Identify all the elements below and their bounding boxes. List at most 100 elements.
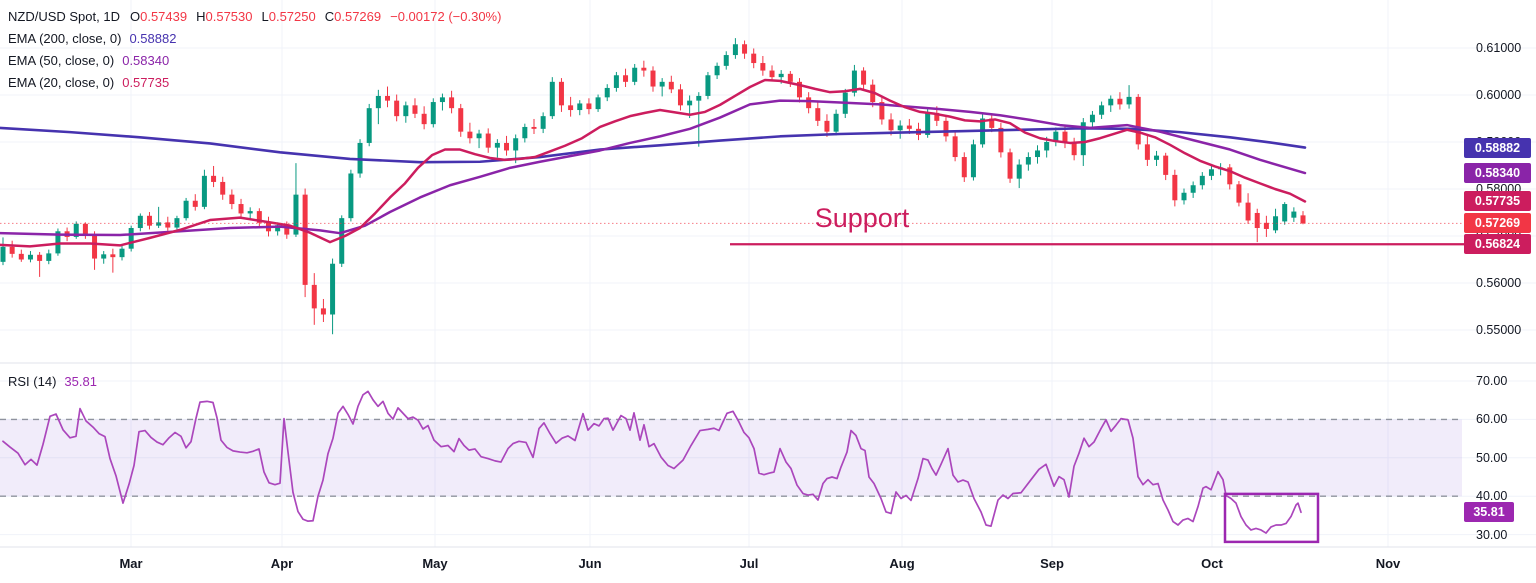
candle-body xyxy=(82,223,88,236)
support-annotation[interactable]: Support xyxy=(814,203,910,233)
candle-body xyxy=(1117,98,1123,105)
candle-body xyxy=(320,308,326,315)
ema50-value: 0.58340 xyxy=(122,53,170,68)
candle-body xyxy=(0,246,6,262)
candle-body xyxy=(156,222,162,226)
candle-body xyxy=(37,254,43,261)
candle-body xyxy=(1291,211,1297,218)
candle-body xyxy=(330,263,336,315)
candle-body xyxy=(851,70,857,93)
candle-body xyxy=(897,125,903,131)
candle-body xyxy=(1071,142,1077,156)
candle-body xyxy=(796,81,802,98)
time-axis[interactable] xyxy=(0,547,1536,583)
candle-body xyxy=(1108,98,1114,106)
candle-body xyxy=(1208,169,1214,176)
candle-body xyxy=(128,228,134,249)
low-prefix: L xyxy=(261,9,269,24)
price-axis-badge: 0.57735 xyxy=(1464,191,1531,212)
candle-body xyxy=(549,81,555,117)
candle-body xyxy=(943,120,949,137)
candle-body xyxy=(1126,96,1132,105)
rsi-highlight-box[interactable] xyxy=(1223,492,1320,544)
candle-body xyxy=(430,102,436,125)
candle-body xyxy=(403,105,409,117)
ema50-label: EMA (50, close, 0) xyxy=(8,53,115,68)
candle-body xyxy=(183,200,189,219)
ema20-legend-row[interactable]: EMA (20, close, 0) 0.57735 xyxy=(8,72,501,94)
rsi-legend-row[interactable]: RSI (14) 35.81 xyxy=(8,374,97,389)
rsi-line[interactable] xyxy=(2,390,1302,534)
close-value: 0.57269 xyxy=(334,9,382,24)
candle-body xyxy=(302,194,308,285)
month-label: Jun xyxy=(578,556,602,571)
month-label: Sep xyxy=(1040,556,1064,571)
candle-body xyxy=(137,215,143,229)
rsi-tick-label: 70.00 xyxy=(1476,374,1508,388)
candle-body xyxy=(211,175,217,182)
candle-body xyxy=(238,204,244,214)
high-value: 0.57530 xyxy=(205,9,253,24)
ema200-legend-row[interactable]: EMA (200, close, 0) 0.58882 xyxy=(8,28,501,50)
candle-body xyxy=(787,73,793,82)
candle-body xyxy=(1273,216,1279,231)
candle-body xyxy=(485,133,491,148)
candle-body xyxy=(1044,142,1050,151)
symbol-legend-row[interactable]: NZD/USD Spot, 1D O 0.57439 H 0.57530 L 0… xyxy=(8,6,501,28)
candle-body xyxy=(247,211,253,214)
candle-body xyxy=(504,142,510,151)
candle-body xyxy=(522,126,528,139)
ema20-label: EMA (20, close, 0) xyxy=(8,75,115,90)
ema-50-line[interactable] xyxy=(0,99,1307,237)
candle-body xyxy=(165,222,171,228)
candle-body xyxy=(1227,167,1233,185)
candle-body xyxy=(146,215,152,226)
rsi-tick-label: 50.00 xyxy=(1476,450,1508,465)
candle-body xyxy=(778,73,784,78)
candle-body xyxy=(769,70,775,78)
candle-body xyxy=(201,175,207,207)
close-prefix: C xyxy=(324,9,335,24)
candle-body xyxy=(1080,122,1086,156)
candle-body xyxy=(1062,131,1068,143)
candle-body xyxy=(568,105,574,111)
candle-body xyxy=(1025,157,1031,165)
candle-body xyxy=(989,118,995,128)
candle-body xyxy=(861,70,867,85)
candle-body xyxy=(742,44,748,54)
rsi-tick-label: 30.00 xyxy=(1476,527,1508,542)
price-axis-badge: 0.56824 xyxy=(1464,234,1531,255)
candle-body xyxy=(412,105,418,114)
candle-body xyxy=(174,218,180,228)
month-label: Jul xyxy=(739,556,759,571)
low-value: 0.57250 xyxy=(268,9,316,24)
candle-body xyxy=(458,108,464,132)
candle-body xyxy=(513,138,519,151)
ema200-value: 0.58882 xyxy=(129,31,177,46)
rsi-axis-badge: 35.81 xyxy=(1464,502,1514,523)
candle-body xyxy=(1245,202,1251,221)
candle-body xyxy=(9,246,15,254)
candle-body xyxy=(806,97,812,109)
candle-body xyxy=(732,44,738,56)
ema50-legend-row[interactable]: EMA (50, close, 0) 0.58340 xyxy=(8,50,501,72)
candle-body xyxy=(586,103,592,110)
candle-body xyxy=(714,65,720,76)
candle-body xyxy=(998,127,1004,153)
candle-body xyxy=(970,144,976,178)
ema-200-line[interactable] xyxy=(0,126,1307,164)
candle-body xyxy=(1099,105,1105,115)
candle-body xyxy=(641,67,647,71)
candle-body xyxy=(256,211,262,223)
chart-legend: NZD/USD Spot, 1D O 0.57439 H 0.57530 L 0… xyxy=(8,6,501,94)
candle-body xyxy=(385,95,391,101)
candle-body xyxy=(229,194,235,205)
candle-body xyxy=(1172,174,1178,201)
candle-body xyxy=(73,223,79,237)
candle-body xyxy=(1263,222,1269,229)
ema-20-line[interactable] xyxy=(0,78,1307,248)
candle-body xyxy=(705,75,711,96)
candle-body xyxy=(1035,150,1041,158)
candle-body xyxy=(879,102,885,120)
